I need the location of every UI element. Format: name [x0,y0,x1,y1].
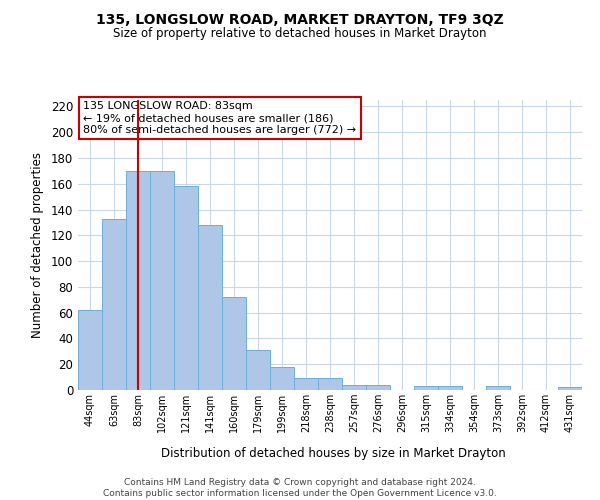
Bar [366,385,390,390]
Text: Distribution of detached houses by size in Market Drayton: Distribution of detached houses by size … [161,448,505,460]
Text: 135 LONGSLOW ROAD: 83sqm
← 19% of detached houses are smaller (186)
80% of semi-: 135 LONGSLOW ROAD: 83sqm ← 19% of detach… [83,102,356,134]
Y-axis label: Number of detached properties: Number of detached properties [31,152,44,338]
Bar [438,386,462,390]
Bar [342,385,366,390]
Bar [414,386,438,390]
Bar [294,378,318,390]
Bar [150,171,174,390]
Bar [78,310,102,390]
Bar [198,225,222,390]
Bar [558,388,582,390]
Bar [222,297,246,390]
Bar [270,367,294,390]
Bar [486,386,510,390]
Bar [102,218,126,390]
Text: Size of property relative to detached houses in Market Drayton: Size of property relative to detached ho… [113,28,487,40]
Bar [126,171,150,390]
Bar [246,350,270,390]
Bar [318,378,342,390]
Text: Contains HM Land Registry data © Crown copyright and database right 2024.
Contai: Contains HM Land Registry data © Crown c… [103,478,497,498]
Bar [174,186,198,390]
Text: 135, LONGSLOW ROAD, MARKET DRAYTON, TF9 3QZ: 135, LONGSLOW ROAD, MARKET DRAYTON, TF9 … [96,12,504,26]
